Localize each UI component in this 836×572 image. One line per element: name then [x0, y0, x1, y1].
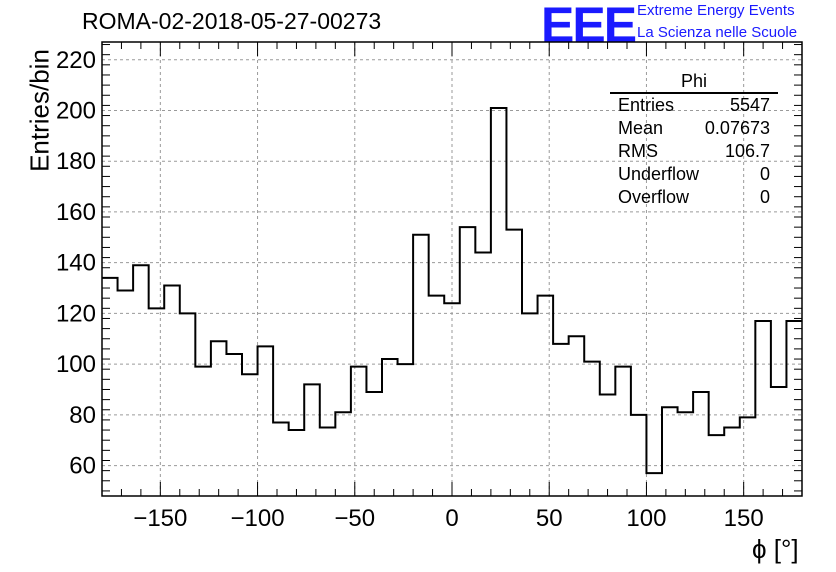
stats-value: 0 [759, 164, 770, 184]
x-axis-label: ϕ [°] [752, 534, 799, 564]
histogram-bin [678, 412, 694, 496]
histogram-bin [226, 354, 242, 496]
x-tick-label: 50 [536, 505, 563, 532]
histogram-bin [413, 235, 429, 496]
stats-row-entries: Entries 5547 [610, 94, 778, 117]
histogram-bin [180, 313, 196, 496]
histogram-bin [553, 344, 569, 496]
stats-title: Phi [610, 70, 778, 94]
histogram-bin [724, 428, 740, 496]
histogram-bin [615, 367, 631, 496]
stats-value: 5547 [729, 95, 770, 115]
stats-label: Underflow [618, 164, 700, 184]
histogram-bin [304, 384, 320, 496]
stats-label: RMS [618, 141, 658, 161]
histogram-series [102, 106, 802, 475]
histogram-bin [646, 473, 662, 496]
y-tick-label: 160 [56, 199, 96, 226]
histogram-bin [522, 313, 538, 496]
histogram-bin [335, 412, 351, 496]
histogram-bin [584, 362, 600, 496]
histogram-bin [538, 296, 554, 496]
x-tick-label: −150 [133, 505, 187, 532]
stats-label: Entries [618, 95, 675, 115]
y-tick-label: 120 [56, 300, 96, 327]
y-tick-label: 80 [69, 402, 96, 429]
histogram-bin [242, 374, 258, 496]
histogram-bin [786, 321, 802, 496]
histogram-bin [569, 336, 585, 496]
y-tick-label: 180 [56, 148, 96, 175]
x-tick-label: 0 [445, 505, 458, 532]
stats-row-underflow: Underflow 0 [610, 163, 778, 186]
stats-row-overflow: Overflow 0 [610, 186, 778, 209]
histogram-bin [693, 392, 709, 496]
histogram-bin [398, 364, 414, 496]
histogram-bin [195, 367, 211, 496]
histogram-bin [709, 435, 725, 496]
y-tick-label: 60 [69, 453, 96, 480]
stats-label: Mean [618, 118, 664, 138]
histogram-bin [460, 227, 476, 496]
y-tick-label: 220 [56, 47, 96, 74]
histogram-bin [755, 321, 771, 496]
histogram-bin [662, 407, 678, 496]
histogram-bin [740, 417, 756, 496]
histogram-bin [491, 108, 507, 496]
histogram-bin [320, 428, 336, 496]
x-tick-label: −50 [334, 505, 375, 532]
histogram-bin [258, 346, 274, 496]
logo-line-2: La Scienza nelle Scuole [637, 24, 798, 41]
logo-line-1: Extreme Energy Events [637, 2, 795, 19]
histogram-bin [351, 367, 367, 496]
stats-row-rms: RMS 106.7 [610, 140, 778, 163]
stats-value: 0 [759, 187, 770, 207]
histogram-bin [382, 359, 398, 496]
histogram-bin [600, 395, 616, 496]
stats-row-mean: Mean 0.07673 [610, 117, 778, 140]
stats-value: 106.7 [724, 141, 770, 161]
histogram-bin [164, 285, 180, 496]
x-tick-label: 150 [724, 505, 764, 532]
histogram-bin [631, 415, 647, 496]
stats-label: Overflow [618, 187, 690, 207]
y-tick-label: 140 [56, 250, 96, 277]
chart-title: ROMA-02-2018-05-27-00273 [82, 8, 382, 34]
stats-value: 0.07673 [704, 118, 770, 138]
y-tick-label: 100 [56, 351, 96, 378]
histogram-bin [771, 387, 787, 496]
histogram-bin [506, 230, 522, 496]
histogram-bin [133, 265, 149, 496]
histogram-bin [429, 296, 445, 496]
histogram-bin [366, 392, 382, 496]
eee-logo: EEE [541, 0, 637, 53]
x-tick-label: 100 [626, 505, 666, 532]
histogram-bin [444, 303, 460, 496]
histogram-bin [273, 422, 289, 496]
x-tick-label: −100 [231, 505, 285, 532]
histogram-bin [475, 253, 491, 496]
histogram-bin [118, 291, 134, 496]
histogram-bin [102, 278, 118, 496]
histogram-bin [149, 308, 165, 496]
histogram-bin [211, 341, 227, 496]
histogram-bin [289, 430, 305, 496]
stats-box: Phi Entries 5547 Mean 0.07673 RMS 106.7 … [610, 70, 778, 209]
y-tick-label: 200 [56, 97, 96, 124]
